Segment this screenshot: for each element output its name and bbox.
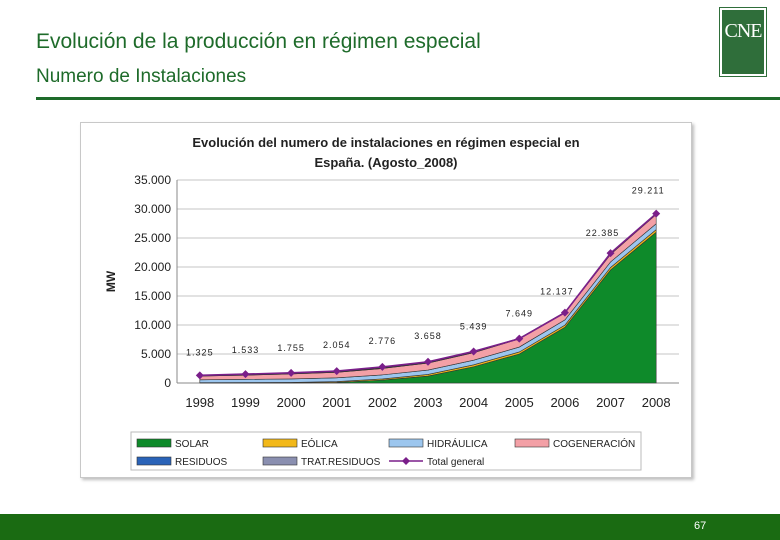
total-point bbox=[469, 347, 478, 356]
legend-label: Total general bbox=[427, 457, 484, 468]
chart-svg: Evolución del numero de instalaciones en… bbox=[104, 135, 679, 471]
total-point bbox=[424, 357, 432, 366]
data-label: 2.054 bbox=[323, 340, 351, 350]
legend-label: EÓLICA bbox=[301, 437, 338, 450]
data-label: 3.658 bbox=[414, 331, 442, 341]
total-point bbox=[195, 371, 204, 380]
data-label: 29.211 bbox=[632, 186, 665, 196]
data-label: 12.137 bbox=[540, 287, 574, 297]
total-point bbox=[378, 362, 387, 371]
page-subtitle: Numero de Instalaciones bbox=[36, 66, 247, 87]
data-label: 1.533 bbox=[232, 345, 260, 355]
legend-label: HIDRÁULICA bbox=[427, 437, 488, 450]
data-label: 22.385 bbox=[586, 228, 620, 238]
x-tick-label: 2005 bbox=[505, 395, 534, 410]
legend-swatch bbox=[262, 456, 298, 466]
legend-box bbox=[130, 431, 642, 471]
page-number: 67 bbox=[694, 520, 707, 532]
total-point bbox=[652, 209, 661, 218]
chart-title: España. (Agosto_2008) bbox=[314, 155, 457, 170]
legend-swatch bbox=[136, 438, 172, 448]
total-point bbox=[560, 308, 569, 317]
x-tick-label: 2003 bbox=[414, 395, 443, 410]
logo-text: CNE bbox=[724, 20, 763, 42]
legend-swatch bbox=[388, 438, 424, 448]
legend-label: SOLAR bbox=[175, 439, 209, 450]
y-tick-label: 35.000 bbox=[134, 173, 171, 187]
total-point bbox=[287, 368, 296, 377]
y-tick-label: 20.000 bbox=[134, 260, 171, 274]
x-tick-label: 2000 bbox=[277, 395, 306, 410]
legend-swatch-marker bbox=[402, 457, 410, 465]
data-label: 1.325 bbox=[186, 347, 214, 357]
x-tick-label: 2004 bbox=[459, 395, 488, 410]
total-point bbox=[606, 249, 615, 258]
x-tick-label: 1999 bbox=[231, 395, 260, 410]
data-label: 2.776 bbox=[369, 336, 397, 346]
total-point bbox=[515, 334, 524, 343]
footer-bar: 67 bbox=[0, 514, 780, 540]
y-tick-label: 5.000 bbox=[141, 347, 171, 361]
legend-label: RESIDUOS bbox=[175, 457, 228, 468]
data-label: 7.649 bbox=[506, 309, 534, 319]
x-tick-label: 2007 bbox=[596, 395, 625, 410]
legend-swatch bbox=[136, 456, 172, 466]
chart-container: Evolución del numero de instalaciones en… bbox=[80, 122, 692, 478]
y-tick-label: 0 bbox=[164, 376, 171, 390]
x-tick-label: 2006 bbox=[550, 395, 579, 410]
x-tick-label: 2001 bbox=[322, 395, 351, 410]
data-label: 5.439 bbox=[460, 321, 488, 331]
cne-logo: CNE bbox=[719, 7, 767, 77]
legend-swatch bbox=[262, 438, 298, 448]
header-divider bbox=[36, 97, 780, 100]
legend-swatch bbox=[514, 438, 550, 448]
legend-label: COGENERACIÓN bbox=[553, 437, 635, 450]
legend-label: TRAT.RESIDUOS bbox=[301, 457, 381, 468]
x-tick-label: 1998 bbox=[185, 395, 214, 410]
y-tick-label: 15.000 bbox=[134, 289, 171, 303]
x-tick-label: 2002 bbox=[368, 395, 397, 410]
x-tick-label: 2008 bbox=[642, 395, 671, 410]
data-label: 1.755 bbox=[277, 343, 305, 353]
y-tick-label: 25.000 bbox=[134, 231, 171, 245]
y-axis-label: MW bbox=[104, 270, 118, 292]
y-tick-label: 30.000 bbox=[134, 202, 171, 216]
y-tick-label: 10.000 bbox=[134, 318, 171, 332]
chart-title: Evolución del numero de instalaciones en… bbox=[192, 135, 579, 150]
page-title: Evolución de la producción en régimen es… bbox=[36, 30, 481, 53]
total-point bbox=[241, 370, 250, 379]
total-point bbox=[332, 367, 341, 376]
